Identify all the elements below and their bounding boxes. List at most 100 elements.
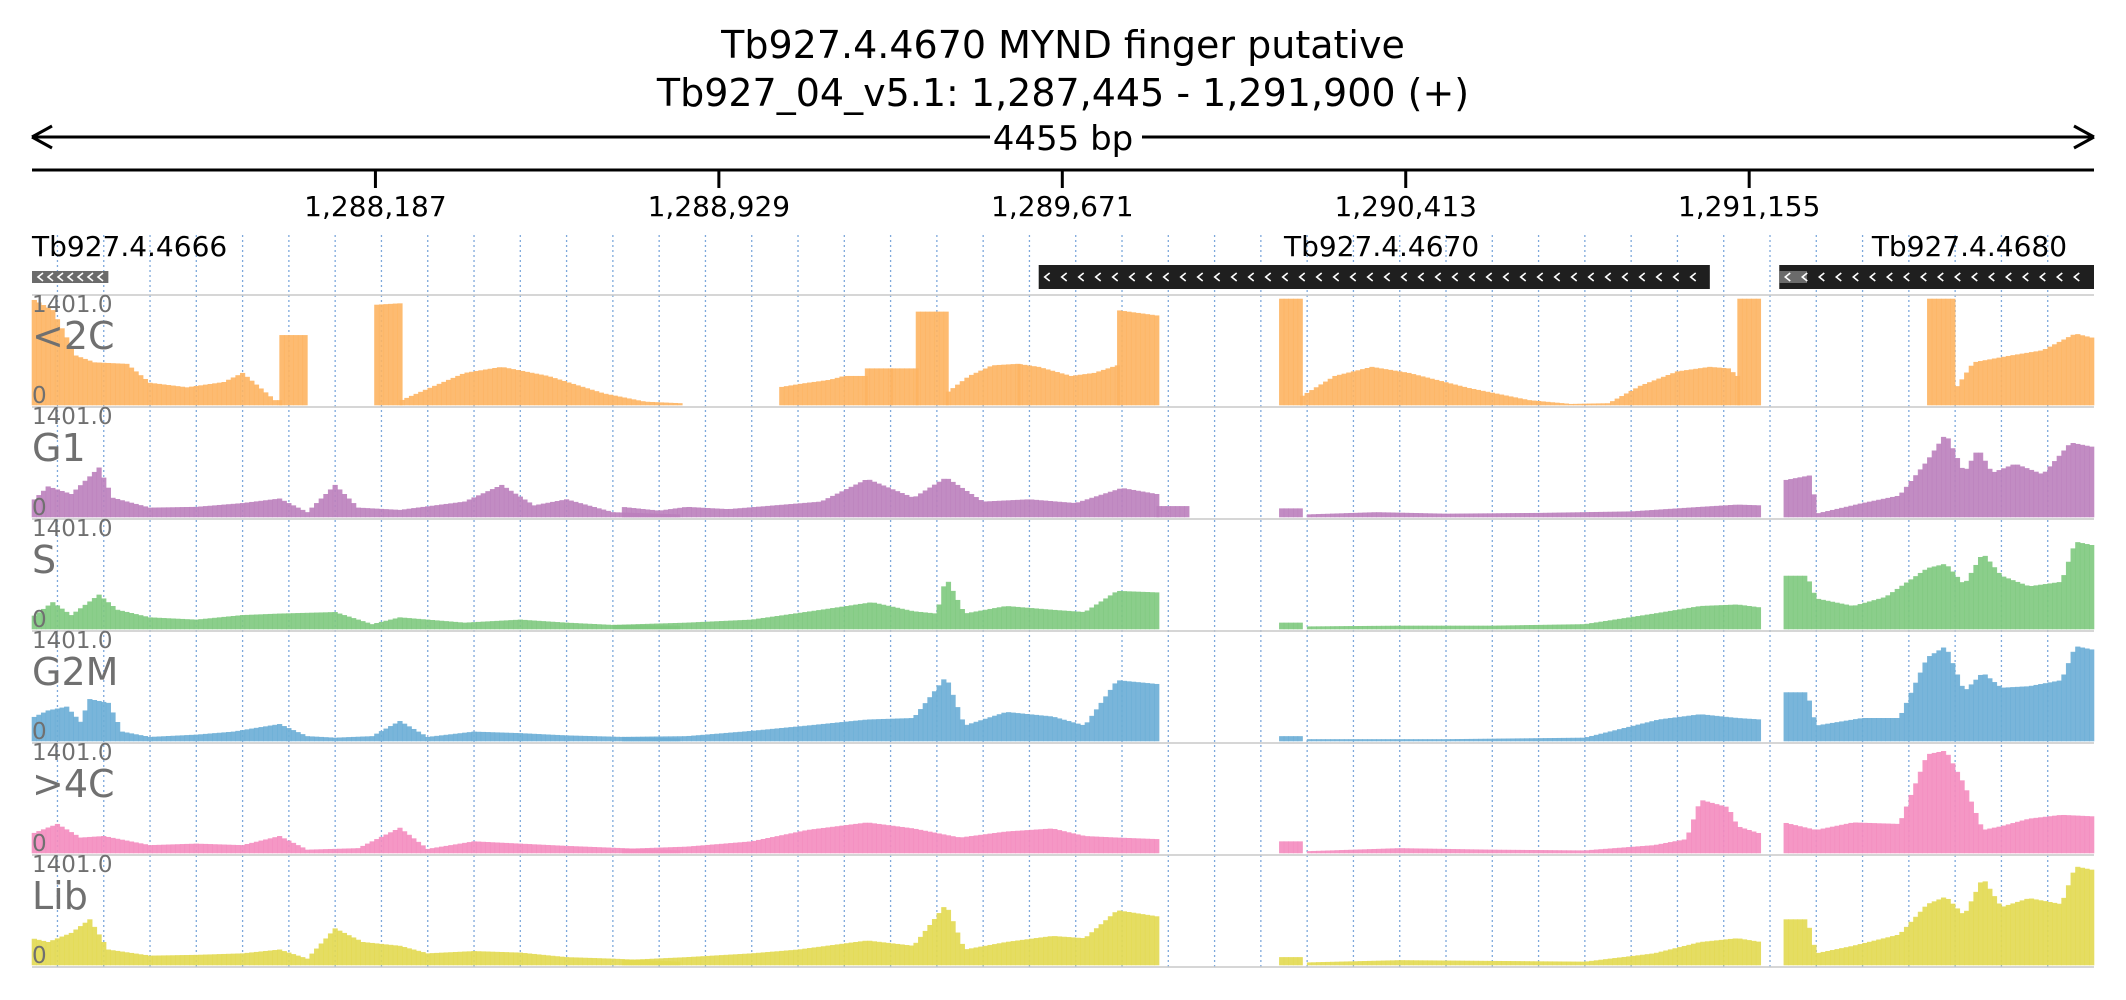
coverage-bar <box>411 728 417 742</box>
coverage-bar <box>783 504 790 518</box>
coverage-bar <box>1987 678 1993 742</box>
coverage-bar <box>96 836 102 854</box>
coverage-bar <box>459 373 466 406</box>
strand-chevron-icon <box>56 272 64 282</box>
coverage-bar <box>2010 355 2016 406</box>
coverage-bar <box>2024 585 2030 630</box>
coverage-bar <box>124 732 130 742</box>
coverage-bar <box>577 846 584 854</box>
coverage-bar <box>1357 849 1363 854</box>
coverage-bar <box>64 706 70 742</box>
coverage-bar <box>908 496 915 518</box>
coverage-bar <box>908 610 915 630</box>
coverage-bar <box>1954 908 1961 966</box>
coverage-bar <box>1871 940 1877 966</box>
coverage-bar <box>1917 672 1924 742</box>
coverage-bar <box>425 619 431 630</box>
coverage-bar <box>105 949 111 966</box>
axis-tick-label: 1,289,671 <box>991 190 1134 223</box>
coverage-bar <box>184 955 190 966</box>
coverage-bar <box>1510 961 1516 966</box>
coverage-bar <box>1098 601 1104 630</box>
coverage-bar <box>230 503 236 518</box>
coverage-bar <box>1716 367 1722 406</box>
coverage-bar <box>1797 477 1803 518</box>
coverage-bar <box>596 508 602 518</box>
coverage-bar <box>913 715 919 742</box>
coverage-bar <box>1054 372 1060 406</box>
coverage-bar <box>1931 653 1937 742</box>
coverage-bar <box>388 509 394 518</box>
coverage-bar <box>1681 945 1687 966</box>
coverage-bar <box>360 507 366 518</box>
coverage-bar <box>1073 375 1079 406</box>
coverage-bar <box>1399 739 1405 742</box>
coverage-bar <box>825 827 831 854</box>
coverage-bar <box>682 622 688 630</box>
coverage-bar <box>1751 505 1757 518</box>
coverage-bar <box>244 614 250 630</box>
coverage-bar <box>318 736 324 742</box>
coverage-bar <box>293 335 299 406</box>
coverage-bar <box>499 620 505 630</box>
coverage-bar <box>133 503 139 518</box>
coverage-bar <box>1279 957 1285 966</box>
coverage-bar <box>1707 366 1713 406</box>
coverage-bar <box>50 487 56 518</box>
coverage-bar <box>1422 739 1428 742</box>
coverage-bar <box>1306 851 1313 854</box>
strand-chevron-icon <box>46 272 54 282</box>
coverage-bar <box>1429 378 1435 406</box>
coverage-bar <box>742 619 748 630</box>
coverage-bar <box>540 503 547 518</box>
coverage-bar <box>253 614 260 630</box>
coverage-bar <box>1121 591 1127 630</box>
coverage-bar <box>1156 506 1162 518</box>
coverage-bar <box>128 613 135 630</box>
coverage-bar <box>480 841 486 854</box>
coverage-bar <box>515 370 521 406</box>
coverage-bar <box>216 844 223 854</box>
coverage-bar <box>401 947 408 966</box>
coverage-bar <box>1454 739 1461 742</box>
coverage-bar <box>184 619 190 630</box>
coverage-bar <box>1329 513 1336 518</box>
coverage-bar <box>1306 626 1313 630</box>
coverage-bar <box>968 494 975 518</box>
coverage-bar <box>110 363 116 406</box>
coverage-bar <box>857 941 864 966</box>
coverage-bar <box>138 375 144 406</box>
coverage-bar <box>1487 738 1493 742</box>
coverage-bar <box>1589 735 1595 742</box>
coverage-bar <box>383 304 389 406</box>
coverage-bar <box>695 735 702 742</box>
coverage-bar <box>536 620 542 630</box>
coverage-bar <box>2024 468 2030 518</box>
coverage-bar <box>1457 385 1463 406</box>
coverage-bar <box>797 949 803 966</box>
coverage-bar <box>1566 961 1572 966</box>
coverage-bar <box>1880 498 1887 518</box>
strand-chevron-icon <box>1196 272 1204 282</box>
coverage-bar <box>96 467 102 518</box>
coverage-bar <box>1093 604 1100 630</box>
coverage-bar <box>1075 502 1081 518</box>
coverage-bar <box>1806 700 1812 742</box>
coverage-bar <box>614 847 621 854</box>
coverage-bar <box>1320 850 1326 854</box>
coverage-bar <box>207 954 213 966</box>
coverage-bar <box>506 368 512 406</box>
coverage-bar <box>1052 936 1058 966</box>
coverage-bar <box>2079 647 2086 742</box>
coverage-bar <box>119 363 125 406</box>
coverage-bar <box>899 826 905 854</box>
coverage-bar <box>1612 730 1618 742</box>
coverage-bar <box>179 955 186 966</box>
coverage-bar <box>635 400 641 406</box>
coverage-bar <box>1475 389 1482 406</box>
coverage-bar <box>848 605 854 630</box>
coverage-bar <box>1547 624 1553 630</box>
coverage-bar <box>769 951 776 966</box>
coverage-bar <box>1417 960 1424 966</box>
coverage-bar <box>714 508 720 518</box>
